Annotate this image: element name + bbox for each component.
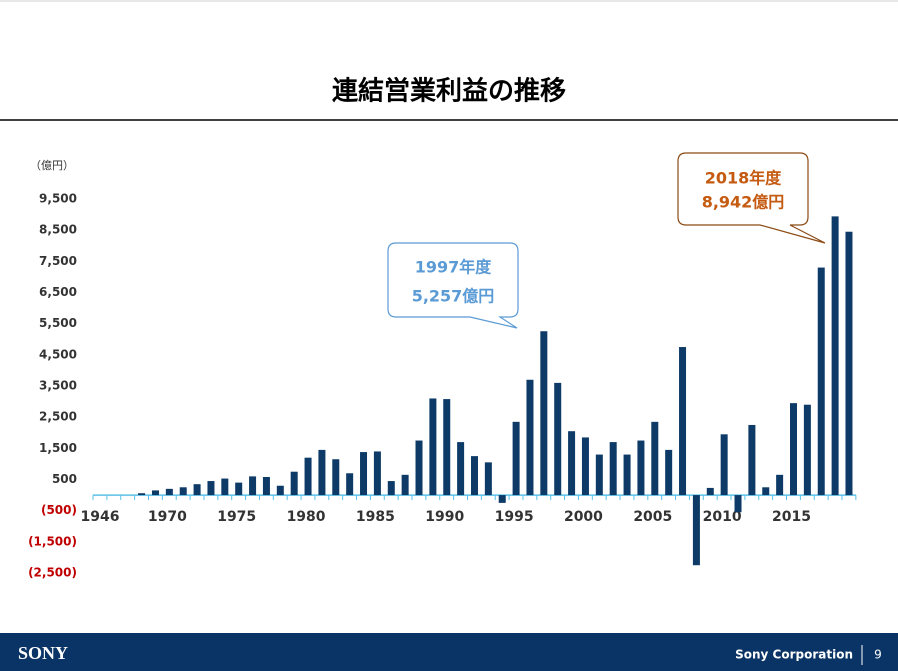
bar [581, 437, 589, 496]
bar [512, 421, 520, 496]
y-tick-label: 4,500 [39, 347, 77, 361]
x-tick-label: 2010 [703, 509, 742, 525]
bar [803, 404, 811, 496]
y-tick-label: 500 [52, 472, 77, 486]
bar [651, 421, 659, 496]
chart-title: 連結営業利益の推移 [332, 76, 566, 107]
bar [165, 488, 173, 496]
bar [706, 487, 714, 496]
bar [457, 442, 465, 496]
bar [387, 481, 395, 496]
bar [262, 477, 270, 496]
y-tick-label: 3,500 [39, 379, 77, 393]
y-tick-label: 8,500 [39, 223, 77, 237]
callout-text: 1997年度 [415, 258, 493, 277]
bar [748, 424, 756, 496]
x-tick-label: 1990 [425, 509, 464, 525]
bar [484, 462, 492, 496]
bar [540, 331, 548, 496]
x-tick-label: 1995 [495, 509, 534, 525]
bar [720, 434, 728, 496]
callout-2018 [677, 152, 826, 244]
y-tick-label: 5,500 [39, 316, 77, 330]
bar [692, 495, 700, 566]
bar [207, 481, 215, 496]
y-tick-label: (2,500) [28, 566, 77, 580]
bar [790, 403, 797, 496]
bar [623, 454, 631, 496]
company: Sony Corporation [735, 648, 853, 662]
bar [360, 452, 368, 496]
bar [762, 487, 770, 496]
bar [179, 487, 187, 496]
bar [193, 484, 201, 496]
y-tick-label: 1,500 [39, 441, 77, 455]
bar [554, 382, 562, 496]
bar [498, 495, 506, 503]
bar [304, 457, 312, 496]
footer-band [0, 633, 898, 671]
bar [221, 478, 229, 496]
y-tick-label: (1,500) [28, 534, 77, 548]
x-tick-label: 2000 [564, 509, 603, 525]
bar [470, 456, 478, 496]
callout-1997 [387, 242, 519, 329]
x-tick-label: 1970 [148, 509, 187, 525]
bar [637, 440, 645, 496]
y-tick-label: 9,500 [39, 192, 77, 206]
bar [665, 449, 673, 496]
bar [373, 451, 381, 496]
bar [609, 442, 617, 496]
logo: SONY [18, 643, 68, 663]
x-tick-label: 1980 [287, 509, 326, 525]
bar [845, 231, 853, 496]
bar [346, 473, 354, 496]
y-tick-label: 6,500 [39, 285, 77, 299]
bar [415, 440, 423, 496]
bar [290, 471, 298, 496]
bar [776, 474, 784, 496]
bar [568, 431, 576, 496]
callout-text: 5,257億円 [412, 287, 495, 306]
callout-text: 2018年度 [705, 169, 783, 188]
bar [138, 493, 146, 496]
bar [235, 482, 243, 496]
x-tick-label: 2015 [772, 509, 811, 525]
bar [734, 495, 742, 513]
y-tick-label: 7,500 [39, 254, 77, 268]
callout-text: 8,942億円 [702, 193, 785, 212]
bar [817, 267, 825, 496]
bar [595, 454, 603, 496]
page-number: 9 [874, 648, 882, 662]
bar [443, 399, 451, 496]
x-tick-label: 1975 [217, 509, 256, 525]
x-tick-label: 2005 [633, 509, 672, 525]
y-tick-label: 2,500 [39, 410, 77, 424]
bar [318, 449, 326, 496]
x-tick-label: 1985 [356, 509, 395, 525]
y-tick-label: (500) [41, 503, 77, 517]
bar [831, 216, 839, 496]
bar [276, 485, 284, 496]
bar [429, 398, 437, 496]
bar [151, 490, 159, 496]
bar [249, 476, 257, 496]
bar [526, 379, 534, 496]
x-tick-label: 1946 [81, 509, 120, 525]
bar [332, 459, 340, 496]
bar [679, 347, 687, 496]
bar [401, 474, 409, 496]
unit-label: （億円） [30, 159, 74, 172]
